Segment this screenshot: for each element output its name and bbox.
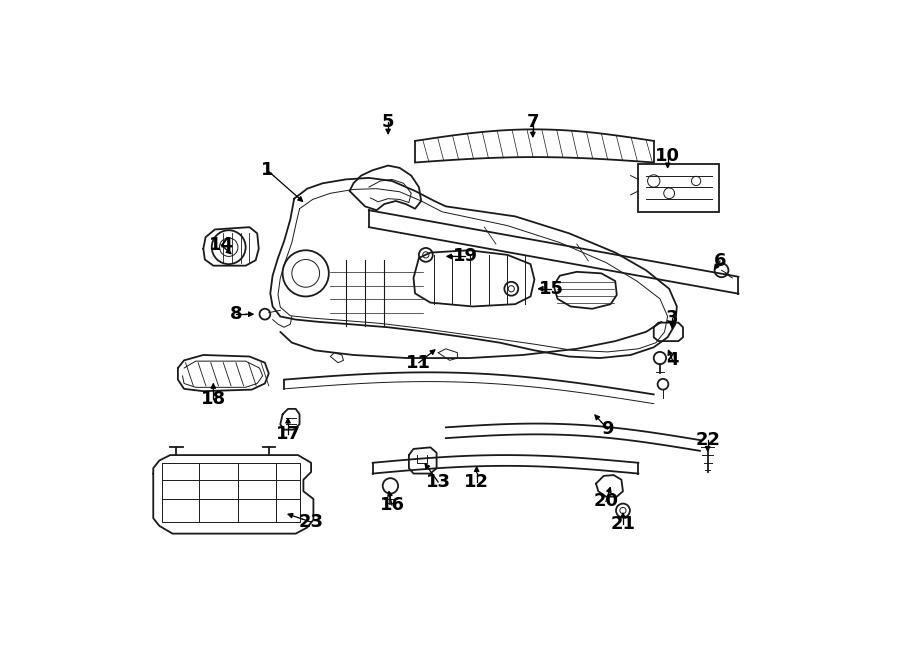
Text: 1: 1 (261, 161, 274, 179)
Text: 9: 9 (601, 420, 614, 438)
Text: 16: 16 (380, 496, 404, 514)
Text: 21: 21 (610, 516, 635, 533)
Text: 4: 4 (666, 350, 679, 369)
Text: 22: 22 (695, 431, 720, 449)
Text: 5: 5 (382, 112, 394, 131)
Text: 18: 18 (201, 390, 226, 408)
Text: 10: 10 (655, 147, 680, 165)
Text: 13: 13 (426, 473, 451, 491)
Text: 7: 7 (526, 112, 539, 131)
Text: 23: 23 (299, 513, 324, 531)
Text: 15: 15 (539, 280, 563, 297)
Text: 8: 8 (230, 305, 243, 323)
Text: 14: 14 (209, 236, 233, 254)
Text: 19: 19 (453, 247, 478, 266)
Text: 6: 6 (714, 252, 726, 270)
Text: 12: 12 (464, 473, 490, 491)
Text: 17: 17 (275, 424, 301, 442)
Text: 3: 3 (666, 309, 679, 327)
Text: 11: 11 (407, 354, 431, 371)
Text: 20: 20 (593, 492, 618, 510)
